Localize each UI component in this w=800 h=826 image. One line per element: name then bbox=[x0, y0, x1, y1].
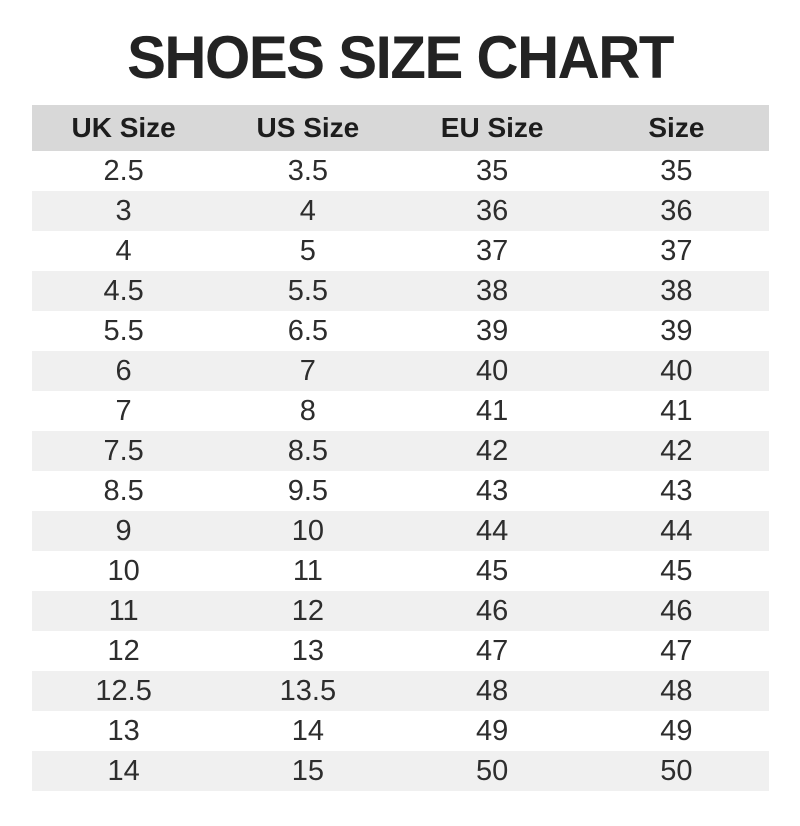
table-cell: 38 bbox=[475, 274, 509, 307]
table-cell: 39 bbox=[475, 314, 509, 347]
table-cell: 13 bbox=[107, 714, 140, 747]
table-cell: 42 bbox=[475, 434, 509, 467]
table-row: 9 10 44 44 bbox=[31, 511, 769, 551]
table-row: 12 13 47 47 bbox=[32, 631, 769, 671]
table-cell: 49 bbox=[660, 714, 693, 747]
table-cell: 3 bbox=[115, 194, 132, 227]
table-cell: 41 bbox=[475, 394, 509, 427]
table-cell: 4.5 bbox=[103, 274, 144, 307]
table-cell: 12.5 bbox=[95, 674, 152, 707]
table-cell: 47 bbox=[660, 634, 693, 667]
table-cell: 14 bbox=[107, 754, 140, 787]
table-cell: 4 bbox=[115, 234, 132, 267]
table-cell: 45 bbox=[475, 554, 509, 587]
table-cell: 13.5 bbox=[279, 674, 337, 707]
table-cell: 40 bbox=[660, 354, 693, 387]
table-cell: 2.5 bbox=[103, 154, 144, 187]
table-cell: 41 bbox=[660, 394, 693, 427]
table-row: 11 12 46 46 bbox=[31, 591, 769, 631]
table-cell: 43 bbox=[660, 474, 693, 507]
table-cell: 44 bbox=[660, 514, 693, 547]
table-row: 6 7 40 40 bbox=[31, 351, 769, 391]
table-header-row: UK Size US Size EU Size Size bbox=[31, 105, 769, 151]
table-row: 12.5 13.5 48 48 bbox=[31, 671, 769, 711]
table-cell: 9.5 bbox=[287, 474, 329, 507]
column-header-eu-size: EU Size bbox=[400, 105, 585, 151]
table-cell: 50 bbox=[475, 754, 509, 787]
table-row: 3 4 36 36 bbox=[31, 191, 769, 231]
table-cell: 37 bbox=[660, 234, 693, 267]
table-cell: 14 bbox=[291, 714, 324, 747]
table-cell: 6 bbox=[115, 354, 132, 387]
table-cell: 45 bbox=[660, 554, 693, 587]
table-cell: 37 bbox=[475, 234, 509, 267]
table-cell: 42 bbox=[660, 434, 693, 467]
table-cell: 38 bbox=[660, 274, 693, 307]
table-header: UK Size US Size EU Size Size bbox=[31, 105, 769, 151]
table-cell: 12 bbox=[291, 594, 324, 627]
table-cell: 15 bbox=[291, 754, 324, 787]
table-cell: 9 bbox=[115, 514, 132, 547]
table-row: 8.5 9.5 43 43 bbox=[32, 471, 769, 511]
table-cell: 36 bbox=[660, 194, 693, 227]
table-row: 13 14 49 49 bbox=[32, 711, 769, 751]
table-row: 5.5 6.5 39 39 bbox=[32, 311, 769, 351]
table-cell: 43 bbox=[475, 474, 509, 507]
size-chart-table: UK Size US Size EU Size Size 2.5 3.5 35 35 3 4 36… bbox=[31, 105, 769, 791]
table-cell: 7 bbox=[115, 394, 132, 427]
column-header-uk-size: UK Size bbox=[31, 105, 216, 151]
table-cell: 10 bbox=[107, 554, 140, 587]
table-body: 2.5 3.5 35 35 3 4 36 36 4 5 37 37 4.5 5.5 38 38 5.5 6.5 39… bbox=[31, 151, 769, 791]
table-row: 2.5 3.5 35 35 bbox=[32, 151, 769, 191]
table-row: 4 5 37 37 bbox=[32, 231, 769, 271]
table-cell: 46 bbox=[660, 594, 693, 627]
table-cell: 46 bbox=[475, 594, 509, 627]
table-cell: 8 bbox=[299, 394, 316, 427]
table-row: 7 8 41 41 bbox=[32, 391, 769, 431]
table-cell: 8.5 bbox=[287, 434, 329, 467]
table-cell: 13 bbox=[291, 634, 324, 667]
table-cell: 48 bbox=[660, 674, 693, 707]
table-row: 7.5 8.5 42 42 bbox=[31, 431, 769, 471]
table-cell: 3.5 bbox=[287, 154, 329, 187]
page-title: SHOES SIZE CHART bbox=[127, 24, 674, 91]
table-cell: 6.5 bbox=[287, 314, 329, 347]
table-cell: 39 bbox=[660, 314, 693, 347]
table-cell: 7.5 bbox=[103, 434, 144, 467]
column-header-size: Size bbox=[584, 105, 769, 151]
table-cell: 47 bbox=[475, 634, 509, 667]
table-row: 10 11 45 45 bbox=[32, 551, 769, 591]
table-cell: 12 bbox=[107, 634, 140, 667]
table-row: 14 15 50 50 bbox=[31, 751, 769, 791]
table-cell: 44 bbox=[475, 514, 509, 547]
table-cell: 5.5 bbox=[287, 274, 329, 307]
column-header-us-size: US Size bbox=[215, 105, 400, 151]
table-cell: 5 bbox=[299, 234, 316, 267]
table-cell: 40 bbox=[475, 354, 509, 387]
table-cell: 50 bbox=[660, 754, 693, 787]
table-cell: 5.5 bbox=[103, 314, 144, 347]
table-cell: 35 bbox=[475, 154, 509, 187]
table-cell: 48 bbox=[475, 674, 509, 707]
table-cell: 11 bbox=[108, 594, 139, 627]
table-row: 4.5 5.5 38 38 bbox=[31, 271, 769, 311]
table-cell: 4 bbox=[299, 194, 316, 227]
table-cell: 8.5 bbox=[103, 474, 144, 507]
table-cell: 35 bbox=[660, 154, 693, 187]
table-cell: 10 bbox=[291, 514, 324, 547]
table-cell: 36 bbox=[475, 194, 509, 227]
table-cell: 11 bbox=[292, 554, 323, 587]
table-cell: 7 bbox=[299, 354, 316, 387]
table-cell: 49 bbox=[475, 714, 509, 747]
page: SHOES SIZE CHART UK Size US Size EU Size Si… bbox=[0, 26, 800, 826]
